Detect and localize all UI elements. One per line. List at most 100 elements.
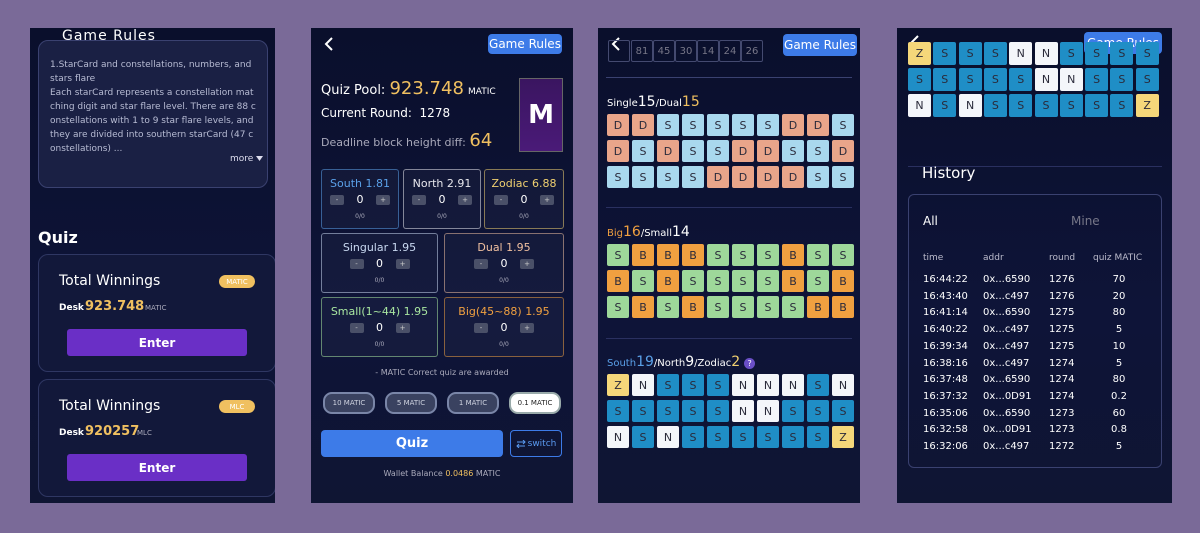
header-part: 16 xyxy=(623,224,641,240)
more-text[interactable]: more xyxy=(230,154,254,164)
increment[interactable]: + xyxy=(376,195,390,205)
history-cell: 0x...6590 xyxy=(983,274,1031,285)
desk-label: Desk xyxy=(59,428,84,438)
badge: MATIC xyxy=(219,275,255,288)
bet-option[interactable]: North 2.91 - 0 +0/0 xyxy=(403,169,481,229)
game-rules-button[interactable]: Game Rules xyxy=(488,34,562,54)
result-cell: S xyxy=(707,426,729,448)
decrement[interactable]: - xyxy=(474,259,488,269)
result-cell: S xyxy=(832,244,854,266)
history-tab[interactable]: All xyxy=(923,214,938,228)
section-header: Big16/Small14 xyxy=(607,224,690,240)
result-cell: S xyxy=(832,166,854,188)
header-part: 2 xyxy=(731,354,741,370)
result-cell: S xyxy=(632,400,654,422)
result-cell: S xyxy=(807,140,829,162)
amount-chip[interactable]: 0.1 MATIC xyxy=(509,392,561,414)
result-cell: S xyxy=(983,94,1007,117)
more-icon xyxy=(256,156,264,161)
enter-button[interactable]: Enter xyxy=(67,329,247,356)
result-cell: N xyxy=(908,94,931,117)
result-cell: S xyxy=(832,400,854,422)
switch-button[interactable]: switch xyxy=(510,430,562,457)
result-cell: S xyxy=(1110,42,1134,65)
more-link[interactable]: more xyxy=(230,154,264,164)
history-cell: 0x...6590 xyxy=(983,307,1031,319)
switch-text[interactable]: switch xyxy=(527,438,557,449)
decrement[interactable]: - xyxy=(494,195,508,205)
result-cell: S xyxy=(832,114,854,136)
history-cell: 16:38:16 xyxy=(923,357,968,369)
back-button[interactable] xyxy=(323,36,335,52)
result-cell: D xyxy=(657,140,679,162)
result-cell: S xyxy=(732,270,754,292)
result-cell: S xyxy=(707,296,729,318)
result-cell: S xyxy=(1135,68,1159,91)
result-cell: S xyxy=(707,244,729,266)
result-cell: B xyxy=(807,296,829,318)
bet-option[interactable]: South 1.81 - 0 +0/0 xyxy=(321,169,399,229)
history-cell: 16:44:22 xyxy=(923,274,968,285)
result-cell: S xyxy=(707,270,729,292)
bet-amount: 0 xyxy=(520,193,528,206)
result-cell: B xyxy=(607,270,629,292)
decrement[interactable]: - xyxy=(330,195,344,205)
bet-odds: 1.81 xyxy=(365,177,390,190)
decrement[interactable]: - xyxy=(349,323,364,333)
result-cell: S xyxy=(1009,68,1033,91)
result-cell: S xyxy=(632,426,654,448)
increment[interactable]: + xyxy=(395,323,410,333)
result-cell: D xyxy=(757,140,779,162)
bet-option[interactable]: Dual 1.95 - 0 +0/0 xyxy=(444,233,564,293)
bet-title: Big(45~88) 1.95 xyxy=(445,305,563,318)
result-cell: Z xyxy=(832,426,854,448)
amount-chip[interactable]: 10 MATIC xyxy=(323,392,375,414)
result-cell: S xyxy=(732,114,754,136)
result-cell: S xyxy=(807,244,829,266)
result-cell: S xyxy=(682,426,704,448)
history-cell: 5 xyxy=(1115,441,1123,452)
divider xyxy=(908,166,1162,167)
result-cell: D xyxy=(732,166,754,188)
result-cell: N xyxy=(1059,68,1083,91)
bet-option[interactable]: Singular 1.95 - 0 +0/0 xyxy=(321,233,438,293)
decrement[interactable]: - xyxy=(349,259,364,269)
history-tab[interactable]: Mine xyxy=(1071,214,1100,228)
wallet-row: Wallet Balance 0.0486 MATIC xyxy=(311,469,573,478)
result-cell: S xyxy=(782,426,804,448)
amount-chip[interactable]: 5 MATIC xyxy=(385,392,437,414)
increment[interactable]: + xyxy=(458,195,472,205)
header-part: /Zodiac xyxy=(694,358,732,369)
result-cell: D xyxy=(782,166,804,188)
increment[interactable]: + xyxy=(520,259,534,269)
result-cell: S xyxy=(632,140,654,162)
game-rules-button[interactable]: Game Rules xyxy=(783,34,857,56)
header-part: South xyxy=(607,358,637,369)
bet-title: Zodiac 6.88 xyxy=(485,177,563,190)
increment[interactable]: + xyxy=(395,259,410,269)
result-cell: B xyxy=(632,244,654,266)
result-cell: S xyxy=(958,42,982,65)
bet-option[interactable]: Big(45~88) 1.95 - 0 +0/0 xyxy=(444,297,564,357)
bet-option[interactable]: Zodiac 6.88 - 0 +0/0 xyxy=(484,169,564,229)
decrement[interactable]: - xyxy=(412,195,426,205)
help-icon[interactable]: ? xyxy=(744,358,756,369)
history-cell: 0.8 xyxy=(1111,424,1127,436)
result-cell: D xyxy=(607,114,629,136)
increment[interactable]: + xyxy=(520,323,534,333)
result-cell: S xyxy=(807,400,829,422)
bet-amount: 0 xyxy=(500,257,508,270)
result-cell: B xyxy=(657,244,679,266)
history-cell: 1273 xyxy=(1049,407,1075,419)
deadline-row: Deadline block height diff: 64 xyxy=(321,130,492,151)
enter-button[interactable]: Enter xyxy=(67,454,247,481)
result-cell: N xyxy=(757,374,779,396)
bet-name: Singular xyxy=(342,241,389,254)
history-cell: 0x...6590 xyxy=(983,374,1031,386)
result-cell: S xyxy=(657,400,679,422)
amount-chip[interactable]: 1 MATIC xyxy=(447,392,499,414)
bet-option[interactable]: Small(1~44) 1.95 - 0 +0/0 xyxy=(321,297,438,357)
quiz-button[interactable]: Quiz xyxy=(321,430,503,457)
increment[interactable]: + xyxy=(540,195,554,205)
decrement[interactable]: - xyxy=(474,323,488,333)
